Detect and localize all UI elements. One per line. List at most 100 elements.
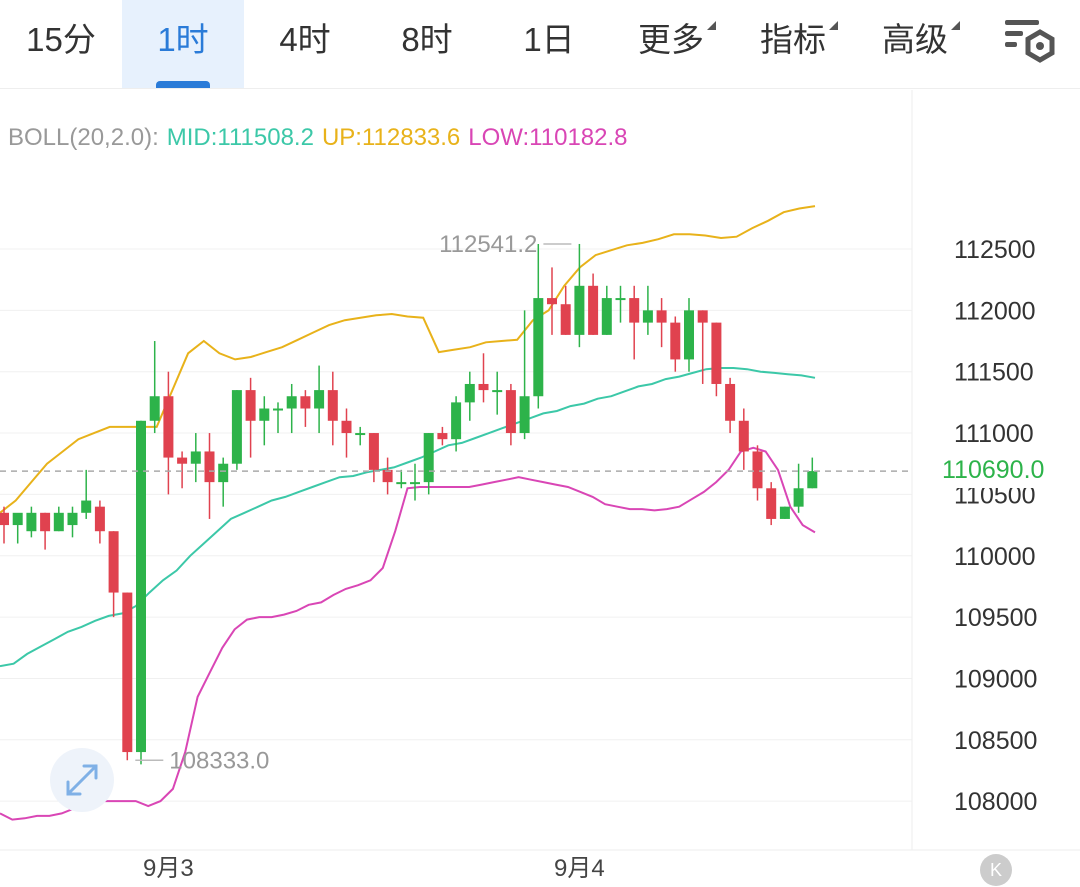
candle-body: [533, 298, 544, 397]
candle-body: [94, 506, 105, 532]
tab-label: 8时: [401, 21, 453, 58]
candle-body: [492, 390, 503, 393]
candle-body: [451, 402, 462, 440]
candle-body: [547, 298, 557, 305]
tab-3[interactable]: 8时: [366, 0, 488, 88]
boll-mid-value: MID:111508.2: [166, 124, 314, 151]
boll-low-line: [0, 446, 816, 821]
y-tick-label: 108000: [954, 788, 1037, 816]
tab-label: 高级: [882, 21, 960, 58]
candle-body: [560, 304, 571, 335]
chart-settings-icon: [1005, 20, 1055, 63]
tab-7[interactable]: 高级: [854, 0, 976, 88]
candle-body: [259, 408, 270, 421]
candle-body: [670, 322, 681, 360]
chart-settings-button[interactable]: [1000, 16, 1060, 66]
dropdown-caret-icon: [829, 21, 838, 30]
candle-body: [300, 396, 311, 409]
x-tick-label: 9月3: [143, 855, 194, 882]
candle-body: [642, 310, 653, 323]
tab-6[interactable]: 指标: [732, 0, 854, 88]
boll-up-value: UP:112833.6: [321, 124, 461, 151]
current-price-box: [914, 452, 1080, 488]
boll-legend: BOLL(20,2.0): MID:111508.2 UP:112833.6 LOW:…: [8, 124, 636, 152]
k-line-icon: K: [989, 860, 1002, 880]
candle-body: [136, 420, 146, 753]
candle-body: [163, 396, 174, 458]
candle-body: [67, 512, 78, 526]
candle-body: [12, 512, 23, 526]
candle-body: [382, 469, 393, 483]
candle-body: [779, 506, 790, 519]
candle-body: [437, 433, 448, 440]
candle-body: [423, 433, 434, 483]
x-tick-label: 9月4: [554, 855, 605, 882]
candle-body: [355, 433, 366, 436]
tab-0[interactable]: 15分: [0, 0, 122, 88]
candle-body: [204, 451, 215, 483]
candle-body: [218, 463, 229, 483]
y-tick-label: 109000: [954, 665, 1037, 693]
candle-body: [177, 457, 188, 464]
tab-4[interactable]: 1日: [488, 0, 610, 88]
candle-body: [410, 482, 420, 485]
current-price-label: 110690.0: [942, 456, 1045, 484]
dropdown-caret-icon: [707, 21, 716, 30]
candle-body: [81, 500, 92, 513]
candle-body: [752, 451, 763, 489]
candle-body: [725, 383, 736, 421]
y-tick-label: 112500: [954, 236, 1036, 264]
candle-body: [314, 390, 325, 409]
candle-body: [478, 383, 489, 391]
candle-body: [190, 451, 201, 464]
candle-body: [286, 396, 297, 409]
boll-up-line: [0, 205, 816, 514]
candle-body: [341, 420, 352, 434]
y-tick-label: 110000: [954, 543, 1036, 571]
y-tick-label: 108500: [954, 727, 1037, 755]
k-line-button[interactable]: K: [980, 854, 1012, 886]
tab-label: 更多: [638, 21, 716, 58]
y-tick-label: 112000: [954, 297, 1036, 325]
candle-body: [0, 512, 9, 526]
boll-low-value: LOW:110182.8: [468, 124, 628, 151]
tab-label: 1时: [157, 21, 209, 58]
candle-body: [327, 390, 338, 421]
candle-body: [368, 433, 379, 470]
tab-5[interactable]: 更多: [610, 0, 732, 88]
candle-body: [656, 310, 667, 323]
candle-body: [231, 390, 242, 464]
boll-label: BOLL(20,2.0):: [8, 124, 159, 151]
candle-body: [807, 471, 818, 489]
candle-body: [738, 420, 749, 452]
low-annotation: 108333.0: [169, 747, 269, 774]
y-tick-label: 111000: [954, 420, 1034, 448]
candle-body: [711, 322, 722, 384]
candle-body: [464, 383, 475, 403]
candle-body: [245, 390, 256, 421]
candle-body: [629, 298, 640, 323]
candle-body: [505, 390, 516, 434]
candle-body: [574, 285, 585, 335]
tab-label: 1日: [523, 21, 575, 58]
candle-body: [149, 396, 160, 421]
expand-arrows-icon: [66, 764, 98, 796]
tab-2[interactable]: 4时: [244, 0, 366, 88]
candle-body: [273, 408, 283, 411]
candle-body: [396, 482, 407, 485]
tab-label: 15分: [26, 21, 96, 58]
y-tick-label: 111500: [954, 359, 1034, 387]
boll-mid-line: [0, 367, 816, 668]
candle-body: [615, 298, 626, 301]
candle-body: [40, 512, 51, 532]
candle-body: [26, 512, 37, 532]
candle-body: [122, 592, 133, 753]
tab-1[interactable]: 1时: [122, 0, 244, 88]
candle-body: [108, 531, 119, 593]
tab-label: 指标: [760, 21, 838, 58]
expand-chart-button[interactable]: [50, 748, 114, 812]
candle-body: [793, 488, 804, 507]
timeframe-tabs: 15分 1时 4时 8时 1日 更多 指标 高级: [0, 0, 1080, 89]
candle-body: [697, 310, 708, 323]
